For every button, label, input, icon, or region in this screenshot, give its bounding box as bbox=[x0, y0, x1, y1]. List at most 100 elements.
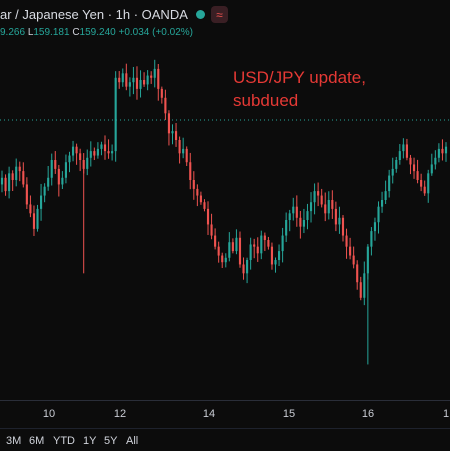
candle-body bbox=[118, 77, 121, 83]
range-button-3m[interactable]: 3M bbox=[6, 435, 22, 447]
candle-body bbox=[373, 222, 377, 232]
candle-body bbox=[402, 144, 405, 152]
candle-body bbox=[384, 191, 387, 200]
annotation-line-1: USD/JPY update, bbox=[233, 68, 366, 87]
candle-body bbox=[18, 166, 21, 172]
candle-body bbox=[224, 257, 227, 263]
candle-body bbox=[231, 242, 234, 252]
candle-body bbox=[416, 171, 419, 180]
time-tick: 16 bbox=[361, 408, 375, 420]
candle-body bbox=[50, 160, 53, 178]
candle-body bbox=[40, 195, 43, 209]
candle-body bbox=[36, 208, 39, 229]
candle-body bbox=[228, 242, 231, 258]
candle-body bbox=[139, 80, 142, 89]
time-tick: 12 bbox=[113, 408, 127, 420]
symbol-title[interactable]: ar / Japanese Yen · 1h · OANDA bbox=[0, 7, 188, 22]
candle-body bbox=[391, 168, 394, 176]
candle-body bbox=[167, 113, 171, 134]
range-selector: 3M 6M YTD 1Y 5Y All bbox=[0, 428, 450, 451]
candle-body bbox=[178, 140, 181, 154]
candle-body bbox=[214, 235, 217, 247]
candle-body bbox=[0, 177, 4, 185]
candle-body bbox=[8, 173, 11, 192]
candle-body bbox=[100, 144, 103, 149]
candle-body bbox=[377, 206, 380, 223]
candle-body bbox=[263, 235, 266, 240]
candle-body bbox=[89, 151, 92, 158]
candle-body bbox=[299, 217, 302, 227]
candle-body bbox=[352, 255, 355, 265]
candle-body bbox=[199, 195, 202, 203]
candle-body bbox=[107, 151, 110, 154]
candle-body bbox=[157, 68, 160, 89]
symbol-row: ar / Japanese Yen · 1h · OANDA ≈ bbox=[0, 6, 228, 23]
candle-body bbox=[29, 204, 32, 214]
candle-body bbox=[11, 173, 14, 180]
candle-body bbox=[68, 155, 71, 163]
range-button-ytd[interactable]: YTD bbox=[53, 435, 75, 447]
candle-body bbox=[281, 235, 284, 252]
candle-body bbox=[412, 164, 416, 172]
candle-body bbox=[277, 251, 281, 260]
candle-body bbox=[150, 75, 153, 78]
candle-body bbox=[125, 73, 128, 87]
candle-body bbox=[267, 240, 270, 247]
time-tick: 1 bbox=[442, 408, 450, 420]
candle-body bbox=[121, 73, 124, 83]
candle-body bbox=[405, 144, 408, 158]
time-tick: 14 bbox=[202, 408, 216, 420]
market-status-dot bbox=[195, 10, 205, 19]
candle-body bbox=[249, 244, 252, 260]
candle-body bbox=[75, 146, 78, 154]
candle-body bbox=[15, 166, 18, 180]
candle-body bbox=[96, 148, 99, 156]
candle-body bbox=[270, 246, 274, 265]
candlestick-chart[interactable] bbox=[0, 0, 450, 400]
candle-body bbox=[22, 171, 25, 185]
candle-body bbox=[242, 264, 245, 274]
candle-body bbox=[256, 246, 259, 254]
range-button-5y[interactable]: 5Y bbox=[104, 435, 118, 447]
candle-body bbox=[135, 77, 139, 89]
candle-body bbox=[86, 157, 89, 169]
ohlc-values: 9.266 L159.181 C159.240 +0.034 (+0.02%) bbox=[0, 27, 193, 38]
candle-body bbox=[295, 206, 298, 218]
candle-body bbox=[395, 160, 398, 169]
candle-body bbox=[334, 208, 337, 225]
candle-body bbox=[430, 164, 433, 174]
candle-body bbox=[444, 146, 448, 154]
ohlc-low-value: 159.181 bbox=[33, 27, 70, 38]
candle-body bbox=[420, 180, 423, 187]
range-button-1y[interactable]: 1Y bbox=[83, 435, 97, 447]
candle-body bbox=[370, 231, 373, 247]
candle-body bbox=[313, 191, 316, 203]
candle-body bbox=[43, 186, 46, 196]
candle-body bbox=[260, 235, 263, 254]
candle-body bbox=[57, 168, 60, 185]
wave-alert-icon[interactable]: ≈ bbox=[210, 6, 228, 23]
candle-body bbox=[203, 202, 206, 209]
annotation-text: USD/JPY update, subdued bbox=[233, 66, 393, 112]
candle-body bbox=[196, 188, 199, 196]
time-tick: 15 bbox=[282, 408, 296, 420]
range-button-all[interactable]: All bbox=[126, 435, 139, 447]
candle-body bbox=[306, 211, 309, 220]
candle-body bbox=[320, 195, 323, 205]
candle-body bbox=[246, 260, 249, 274]
candle-body bbox=[238, 237, 242, 265]
candle-body bbox=[146, 75, 149, 85]
candle-body bbox=[54, 160, 57, 169]
candles-group bbox=[0, 59, 448, 365]
candle-body bbox=[274, 260, 277, 265]
time-axis[interactable]: 10 12 14 15 16 1 bbox=[0, 400, 450, 427]
candle-body bbox=[111, 151, 114, 154]
ohlc-high-value: 9.266 bbox=[0, 27, 26, 38]
ohlc-low-label: L bbox=[27, 27, 34, 38]
candle-body bbox=[192, 180, 195, 189]
candle-body bbox=[309, 202, 313, 212]
candle-body bbox=[388, 175, 391, 192]
ohlc-close-label: C bbox=[72, 27, 80, 38]
candle-body bbox=[423, 186, 426, 194]
range-button-6m[interactable]: 6M bbox=[29, 435, 45, 447]
